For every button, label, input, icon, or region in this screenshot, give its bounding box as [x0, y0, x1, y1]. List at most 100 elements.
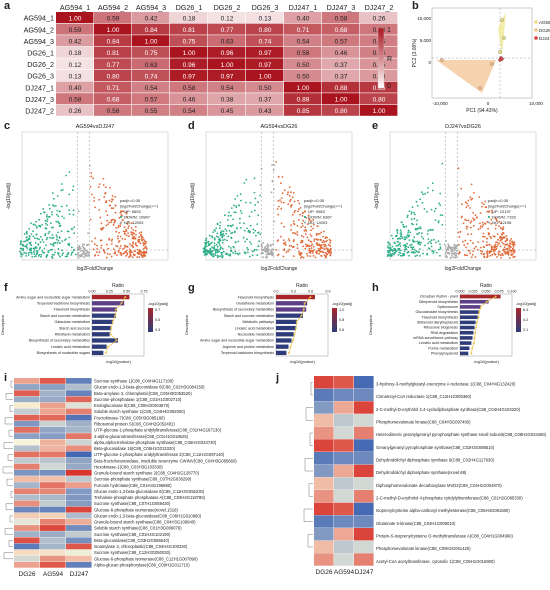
volcano-point — [32, 247, 35, 250]
volcano-point-ns — [450, 249, 453, 252]
volcano-point — [57, 215, 60, 218]
volcano-point — [139, 242, 142, 245]
volcano-point — [134, 242, 137, 245]
volcano-point — [48, 249, 51, 252]
volcano-point — [490, 218, 493, 221]
heatmap-cell — [66, 531, 92, 537]
volcano-point — [33, 251, 35, 253]
volcano-point — [26, 230, 28, 233]
volcano-point — [289, 200, 291, 203]
volcano-point — [98, 251, 101, 254]
volcano-point — [121, 237, 124, 240]
volcano-point — [257, 232, 259, 234]
volcano-point — [242, 236, 245, 239]
volcano-point — [129, 243, 131, 245]
volcano-point — [61, 240, 64, 242]
volcano-point — [399, 229, 402, 232]
volcano-point — [396, 230, 399, 232]
heatmap-row-label: Ribosomal protein S(C88_C04H2G052481) — [94, 422, 175, 427]
volcano-point — [132, 242, 135, 245]
enrich-line-point — [104, 351, 107, 354]
heatmap-a-cell — [94, 93, 132, 105]
enrich-ratio-tick: 0.050 — [482, 290, 491, 294]
volcano-point — [244, 240, 247, 243]
volcano-point — [55, 238, 58, 241]
heatmap-a-cell-value: 0.74 — [145, 73, 158, 80]
volcano-point — [466, 242, 469, 245]
heatmap-cell — [40, 512, 66, 519]
volcano-point — [233, 211, 236, 214]
volcano-point — [253, 191, 256, 194]
heatmap-a-cell — [132, 46, 170, 58]
heatmap-cell — [334, 414, 354, 427]
volcano-point — [313, 223, 315, 226]
heatmap-cell — [40, 537, 66, 544]
volcano-point — [124, 250, 126, 253]
volcano-point — [486, 210, 489, 213]
volcano-point — [136, 256, 139, 259]
volcano-point — [72, 213, 75, 216]
volcano-point — [398, 251, 401, 254]
volcano-point — [58, 222, 61, 225]
volcano-point — [407, 232, 409, 234]
volcano-point — [44, 222, 47, 225]
volcano-point — [427, 238, 430, 240]
volcano-point — [138, 256, 141, 258]
volcano-point-ns — [264, 250, 267, 252]
dendrogram-branch — [9, 515, 13, 523]
heatmap-cell — [66, 390, 92, 397]
volcano-point — [106, 219, 108, 222]
volcano-point — [407, 246, 410, 249]
volcano-point — [419, 248, 421, 250]
heatmap-row-label: Alpha-glucan phosphorylase(C88_C09H1G011… — [94, 562, 190, 567]
volcano-point — [483, 235, 486, 238]
gene-heatmap-j: 3-hydroxy-3-methylglutaryl-coenzyme A re… — [303, 376, 547, 576]
heatmap-a-col-label: DG26_3 — [252, 3, 279, 12]
volcano-point — [422, 237, 425, 240]
volcano-legend-swatch — [303, 210, 307, 213]
volcano-point-ns — [81, 250, 84, 252]
pca-ytick: 5,000 — [420, 38, 432, 43]
heatmap-a-cell — [246, 35, 284, 47]
volcano-point — [317, 247, 320, 250]
volcano-point — [133, 250, 136, 252]
volcano-point — [509, 249, 512, 252]
pca-point — [490, 62, 494, 66]
enrich-frame — [459, 293, 513, 357]
heatmap-cell — [14, 451, 40, 458]
volcano-point — [435, 251, 438, 254]
enrich-ylabel: Description — [368, 315, 373, 335]
volcano-point — [319, 233, 321, 235]
volcano-point-ns — [78, 248, 81, 251]
volcano-point — [75, 253, 77, 256]
volcano-legend-swatch — [119, 210, 123, 213]
volcano-point — [90, 175, 93, 178]
heatmap-row-label: alpha,alpha-trehalose-phosphate synthase… — [94, 440, 217, 445]
heatmap-a-cell-value: 0.54 — [221, 85, 234, 92]
volcano-legend-text: padj<=0.05 — [120, 198, 141, 203]
volcano-point — [489, 254, 492, 257]
enrich-ratio-title: Ratio — [296, 283, 308, 289]
volcano-point — [106, 252, 109, 255]
volcano-point — [479, 246, 482, 249]
volcano-point — [212, 255, 214, 258]
volcano-point — [320, 254, 323, 257]
volcano-point — [469, 226, 472, 229]
volcano-point — [110, 255, 113, 258]
volcano-point — [130, 233, 133, 236]
enrich-term: Starch and sucrose — [59, 326, 90, 330]
heatmap-cell — [66, 469, 92, 476]
volcano-point — [47, 251, 49, 253]
volcano-point — [20, 253, 22, 256]
volcano-point — [302, 245, 304, 248]
volcano-point — [465, 219, 468, 222]
volcano-point-ns — [260, 244, 263, 246]
heatmap-a-cell — [284, 93, 322, 105]
volcano-point — [399, 242, 401, 245]
heatmap-a-cell-value: 1.00 — [107, 27, 120, 34]
volcano-point — [128, 248, 131, 251]
volcano-point — [277, 176, 280, 178]
volcano-point — [311, 243, 314, 246]
volcano-point — [243, 229, 246, 232]
